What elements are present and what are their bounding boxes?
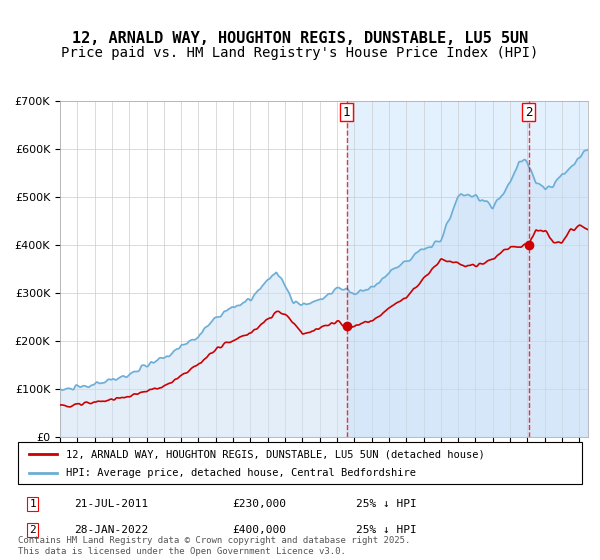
Text: Price paid vs. HM Land Registry's House Price Index (HPI): Price paid vs. HM Land Registry's House … <box>61 46 539 60</box>
Text: 1: 1 <box>29 499 36 509</box>
Text: 12, ARNALD WAY, HOUGHTON REGIS, DUNSTABLE, LU5 5UN: 12, ARNALD WAY, HOUGHTON REGIS, DUNSTABL… <box>72 31 528 46</box>
Text: 28-JAN-2022: 28-JAN-2022 <box>74 525 149 535</box>
Text: £230,000: £230,000 <box>232 499 286 509</box>
Text: 25% ↓ HPI: 25% ↓ HPI <box>356 499 417 509</box>
Text: 25% ↓ HPI: 25% ↓ HPI <box>356 525 417 535</box>
Text: 12, ARNALD WAY, HOUGHTON REGIS, DUNSTABLE, LU5 5UN (detached house): 12, ARNALD WAY, HOUGHTON REGIS, DUNSTABL… <box>66 449 485 459</box>
FancyBboxPatch shape <box>18 442 582 484</box>
Bar <box>347 101 588 437</box>
Text: HPI: Average price, detached house, Central Bedfordshire: HPI: Average price, detached house, Cent… <box>66 468 416 478</box>
Text: 1: 1 <box>343 106 350 119</box>
Text: 2: 2 <box>29 525 36 535</box>
Text: £400,000: £400,000 <box>232 525 286 535</box>
Text: 21-JUL-2011: 21-JUL-2011 <box>74 499 149 509</box>
Text: Contains HM Land Registry data © Crown copyright and database right 2025.
This d: Contains HM Land Registry data © Crown c… <box>18 536 410 556</box>
Text: 2: 2 <box>525 106 532 119</box>
